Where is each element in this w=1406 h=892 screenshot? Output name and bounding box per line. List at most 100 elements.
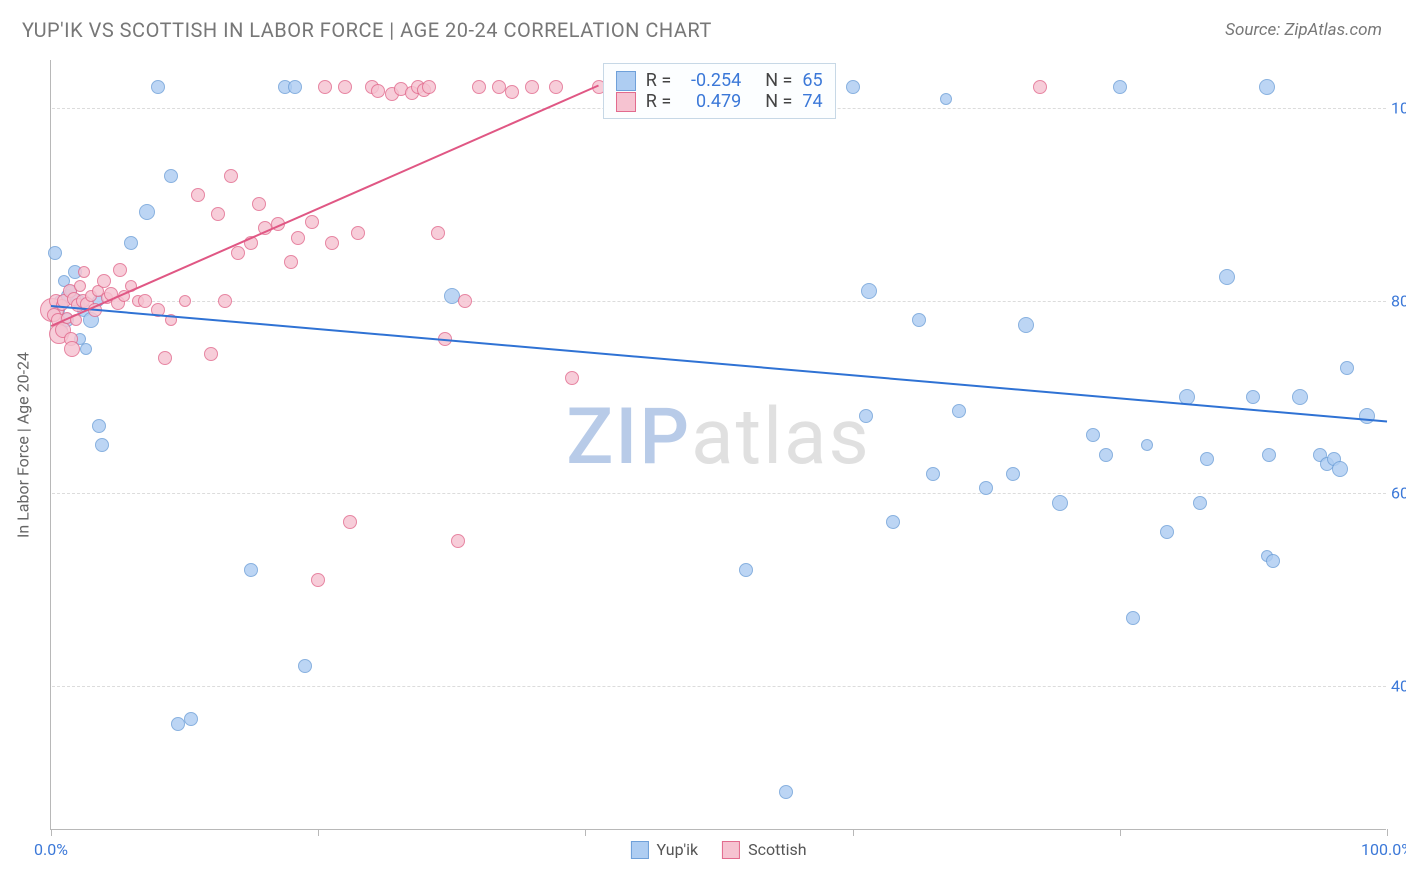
n-value: 74 bbox=[802, 91, 822, 112]
n-value: 65 bbox=[802, 70, 822, 91]
x-tick bbox=[318, 829, 319, 836]
data-point bbox=[343, 515, 357, 529]
data-point bbox=[204, 347, 218, 361]
data-point bbox=[92, 419, 106, 433]
x-tick bbox=[1387, 829, 1388, 836]
data-point bbox=[252, 197, 266, 211]
data-point bbox=[231, 246, 245, 260]
y-tick-label: 80.0% bbox=[1391, 291, 1406, 310]
trend-line bbox=[51, 305, 1387, 422]
data-point bbox=[298, 659, 312, 673]
data-point bbox=[1126, 611, 1140, 625]
legend-item: Scottish bbox=[722, 840, 806, 859]
data-point bbox=[1018, 317, 1034, 333]
data-point bbox=[926, 467, 940, 481]
data-point bbox=[422, 80, 436, 94]
data-point bbox=[431, 226, 445, 240]
legend-swatch bbox=[722, 841, 740, 859]
data-point bbox=[940, 93, 952, 105]
data-point bbox=[525, 80, 539, 94]
data-point bbox=[338, 80, 352, 94]
stats-legend-row: R =-0.254N =65 bbox=[616, 70, 823, 91]
data-point bbox=[139, 204, 155, 220]
data-point bbox=[291, 231, 305, 245]
n-label: N = bbox=[765, 70, 792, 91]
x-tick-label: 100.0% bbox=[1361, 840, 1406, 859]
data-point bbox=[113, 263, 127, 277]
data-point bbox=[184, 712, 198, 726]
gridline bbox=[52, 301, 1386, 302]
data-point bbox=[124, 236, 138, 250]
data-point bbox=[151, 80, 165, 94]
stats-legend-row: R = 0.479 N = 74 bbox=[616, 91, 823, 112]
n-label: N = bbox=[765, 91, 792, 112]
data-point bbox=[311, 573, 325, 587]
data-point bbox=[1141, 439, 1153, 451]
x-tick-label: 0.0% bbox=[34, 840, 68, 859]
data-point bbox=[846, 80, 860, 94]
data-point bbox=[912, 313, 926, 327]
data-point bbox=[1033, 80, 1047, 94]
data-point bbox=[1006, 467, 1020, 481]
source-label: Source: ZipAtlas.com bbox=[1225, 20, 1382, 40]
data-point bbox=[218, 294, 232, 308]
r-value: 0.479 bbox=[681, 91, 741, 112]
data-point bbox=[48, 246, 62, 260]
data-point bbox=[95, 438, 109, 452]
r-label: R = bbox=[646, 91, 671, 112]
legend-swatch bbox=[630, 841, 648, 859]
data-point bbox=[80, 343, 92, 355]
data-point bbox=[158, 351, 172, 365]
gridline bbox=[52, 493, 1386, 494]
data-point bbox=[179, 295, 191, 307]
data-point bbox=[979, 481, 993, 495]
x-tick bbox=[51, 829, 52, 836]
data-point bbox=[886, 515, 900, 529]
x-tick bbox=[853, 829, 854, 836]
plot-area: In Labor Force | Age 20-24 ZIPatlas Yup'… bbox=[50, 60, 1386, 830]
data-point bbox=[1340, 361, 1354, 375]
data-point bbox=[78, 266, 90, 278]
data-point bbox=[505, 85, 519, 99]
data-point bbox=[779, 785, 793, 799]
data-point bbox=[1086, 428, 1100, 442]
gridline bbox=[52, 686, 1386, 687]
legend-swatch bbox=[616, 71, 636, 91]
data-point bbox=[1332, 461, 1348, 477]
data-point bbox=[1193, 496, 1207, 510]
y-tick-label: 100.0% bbox=[1391, 99, 1406, 118]
data-point bbox=[739, 563, 753, 577]
r-value: -0.254 bbox=[681, 70, 741, 91]
data-point bbox=[1266, 554, 1280, 568]
data-point bbox=[549, 80, 563, 94]
data-point bbox=[284, 255, 298, 269]
data-point bbox=[458, 294, 472, 308]
legend-item: Yup'ik bbox=[630, 840, 698, 859]
data-point bbox=[1259, 79, 1275, 95]
legend-swatch bbox=[616, 92, 636, 112]
data-point bbox=[952, 404, 966, 418]
y-axis-label: In Labor Force | Age 20-24 bbox=[14, 351, 33, 537]
watermark-zip: ZIP bbox=[566, 392, 691, 483]
y-tick-label: 60.0% bbox=[1391, 484, 1406, 503]
data-point bbox=[351, 226, 365, 240]
data-point bbox=[472, 80, 486, 94]
data-point bbox=[211, 207, 225, 221]
data-point bbox=[325, 236, 339, 250]
data-point bbox=[164, 169, 178, 183]
watermark-atlas: atlas bbox=[691, 392, 871, 483]
y-tick-label: 40.0% bbox=[1391, 676, 1406, 695]
data-point bbox=[1113, 80, 1127, 94]
trend-line bbox=[51, 84, 600, 326]
data-point bbox=[1219, 269, 1235, 285]
data-point bbox=[1359, 408, 1375, 424]
data-point bbox=[1292, 389, 1308, 405]
x-tick bbox=[585, 829, 586, 836]
data-point bbox=[318, 80, 332, 94]
bottom-legend: Yup'ik Scottish bbox=[630, 840, 806, 859]
data-point bbox=[1246, 390, 1260, 404]
data-point bbox=[288, 80, 302, 94]
data-point bbox=[861, 283, 877, 299]
data-point bbox=[224, 169, 238, 183]
data-point bbox=[1200, 452, 1214, 466]
